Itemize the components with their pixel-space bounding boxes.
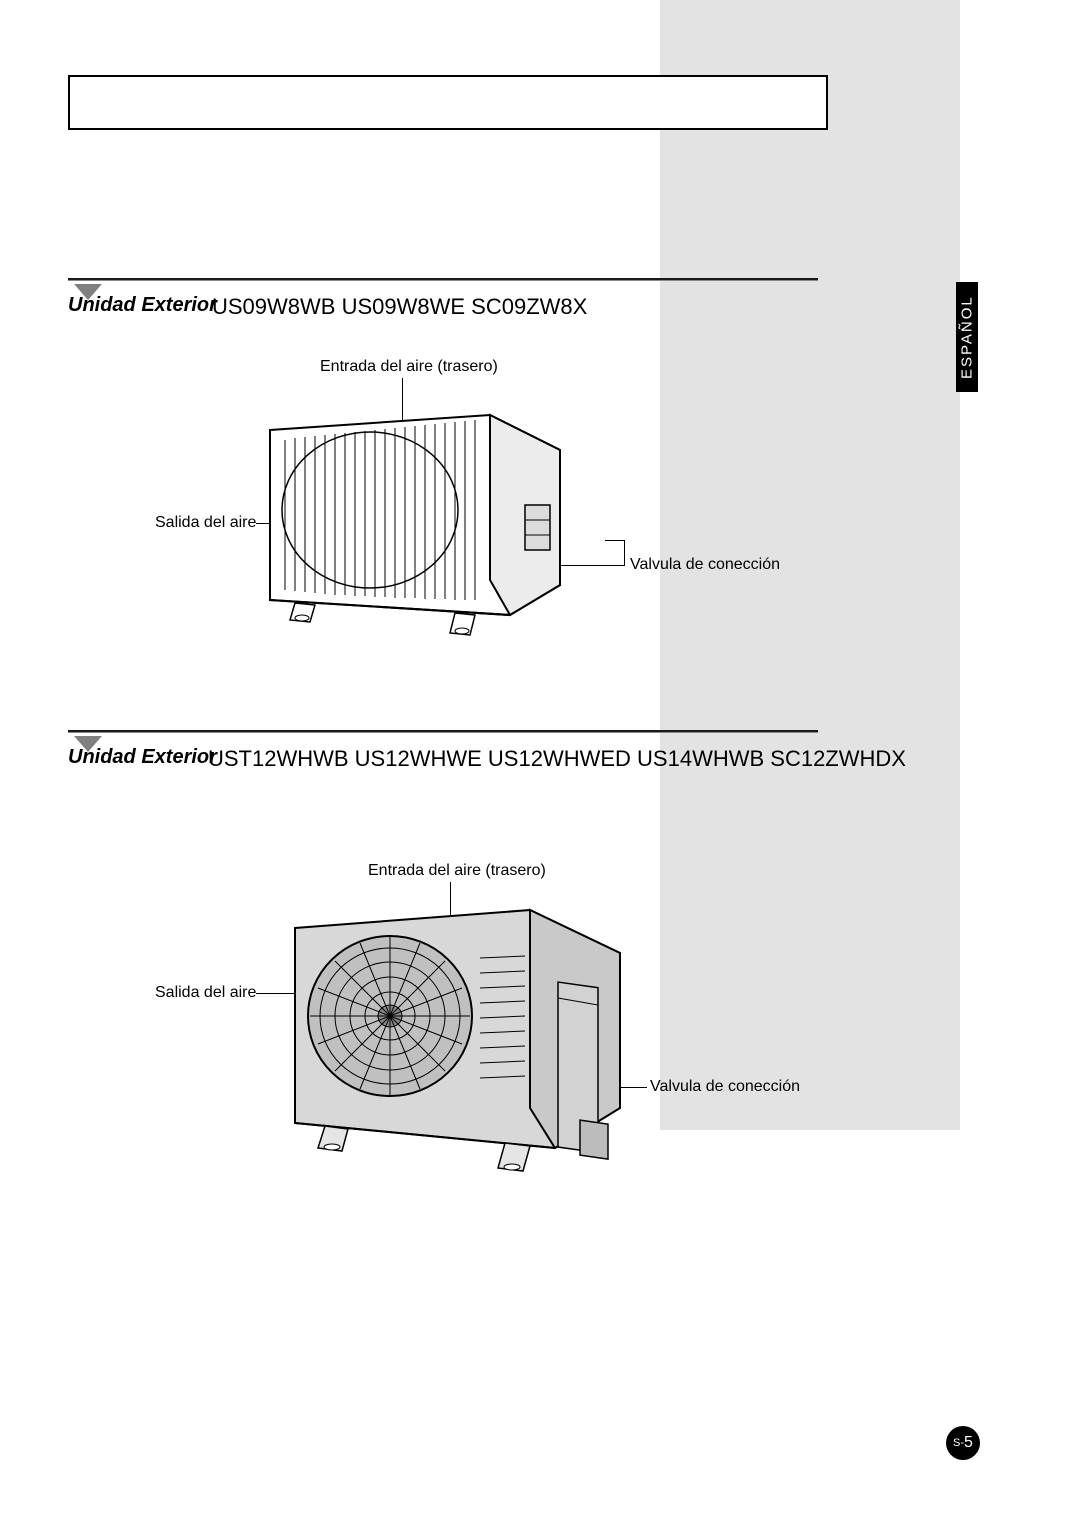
section2-valve-label: Valvula de conección [650, 1078, 800, 1096]
section1-models: US09W8WB US09W8WE SC09ZW8X [212, 294, 587, 320]
air-inlet-text: Entrada del aire (trasero) [320, 358, 498, 375]
section2-air-inlet-label: Entrada del aire (trasero) [368, 862, 546, 880]
page-number: 5 [964, 1434, 973, 1452]
section1-valve-label: Valvula de conección [630, 556, 780, 574]
unit-title-label: Unidad Exterior [68, 746, 217, 768]
language-tab: ESPAÑOL [956, 282, 978, 392]
air-inlet-text: Entrada del aire (trasero) [368, 862, 546, 879]
unit-title-label: Unidad Exterior [68, 294, 217, 316]
outdoor-unit-1-illustration [255, 405, 575, 655]
air-outlet-text: Salida del aire [155, 514, 256, 531]
model-list-label: UST12WHWB US12WHWE US12WHWED US14WHWB SC… [208, 746, 906, 771]
leader-line [605, 540, 624, 541]
top-empty-frame [68, 75, 828, 130]
air-outlet-text: Salida del aire [155, 984, 256, 1001]
leader-line [624, 540, 625, 566]
valve-text: Valvula de conección [630, 556, 780, 573]
language-label: ESPAÑOL [959, 295, 976, 379]
outdoor-unit-2-illustration [280, 898, 640, 1198]
section1-air-inlet-label: Entrada del aire (trasero) [320, 358, 498, 376]
section1-title: Unidad Exterior [68, 294, 217, 317]
section2-title: Unidad Exterior [68, 746, 217, 769]
section2-rule-bottom [68, 732, 818, 733]
page-prefix: S- [953, 1437, 964, 1449]
model-list-label: US09W8WB US09W8WE SC09ZW8X [212, 294, 587, 319]
section1-rule-bottom [68, 280, 818, 281]
page-number-badge: S-5 [946, 1426, 980, 1460]
section2-air-outlet-label: Salida del aire [155, 984, 256, 1002]
section2-models: UST12WHWB US12WHWE US12WHWED US14WHWB SC… [208, 746, 906, 772]
section1-air-outlet-label: Salida del aire [155, 514, 256, 532]
valve-text: Valvula de conección [650, 1078, 800, 1095]
